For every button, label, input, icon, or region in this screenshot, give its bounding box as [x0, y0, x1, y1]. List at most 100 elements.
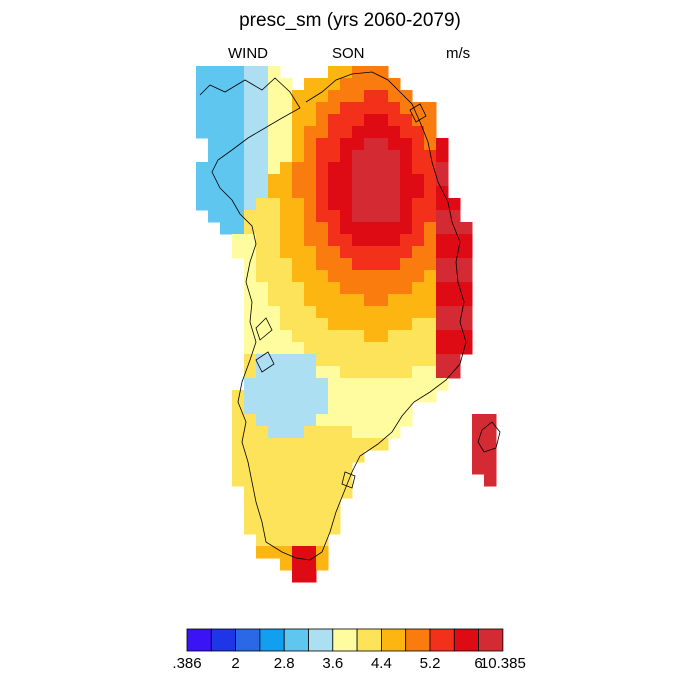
map-cell [424, 318, 437, 331]
map-cell [292, 174, 305, 187]
map-cell [232, 198, 245, 211]
map-cell [280, 258, 293, 271]
map-cell [400, 246, 413, 259]
colorbar-box [380, 628, 407, 652]
map-cell [208, 114, 221, 127]
map-cell [400, 102, 413, 115]
map-cell [352, 90, 365, 103]
map-cell [268, 90, 281, 103]
map-cell [400, 210, 413, 223]
map-cell [304, 486, 317, 499]
map-cell [292, 570, 305, 583]
map-cell [412, 342, 425, 355]
map-cell [292, 186, 305, 199]
map-cell [484, 438, 497, 451]
map-cell [304, 258, 317, 271]
map-cell [328, 294, 341, 307]
map-cell [376, 234, 389, 247]
map-cell [364, 114, 377, 127]
map-cell [328, 258, 341, 271]
map-cell [292, 246, 305, 259]
map-cell [244, 474, 257, 487]
map-cell [352, 330, 365, 343]
map-cell [292, 270, 305, 283]
map-cell [268, 330, 281, 343]
map-cell [364, 78, 377, 91]
map-cell [232, 246, 245, 259]
map-cell [304, 90, 317, 103]
map-cell [232, 186, 245, 199]
map-cell [352, 414, 365, 427]
map-cell [364, 138, 377, 151]
map-cell [400, 282, 413, 295]
map-cell [244, 210, 257, 223]
map-cell [340, 342, 353, 355]
map-cell [256, 294, 269, 307]
map-cell [400, 294, 413, 307]
map-cell [352, 306, 365, 319]
map-cell [328, 474, 341, 487]
map-cell [292, 282, 305, 295]
map-cell [232, 438, 245, 451]
map-cell [364, 150, 377, 163]
units-label: m/s [446, 45, 471, 62]
map-cell [280, 474, 293, 487]
map-cell [292, 402, 305, 415]
map-cell [304, 318, 317, 331]
map-cell [280, 198, 293, 211]
map-cell [292, 294, 305, 307]
map-cell [232, 462, 245, 475]
map-cell [256, 222, 269, 235]
map-cell [244, 174, 257, 187]
map-cell [388, 390, 401, 403]
map-cell [220, 66, 233, 79]
map-cell [340, 474, 353, 487]
map-cell [316, 126, 329, 139]
map-cell [328, 150, 341, 163]
map-cell [400, 222, 413, 235]
map-cell [340, 258, 353, 271]
map-cell [376, 330, 389, 343]
map-cell [292, 234, 305, 247]
map-cell [256, 462, 269, 475]
map-cell [340, 462, 353, 475]
map-cell [388, 234, 401, 247]
map-cell [424, 186, 437, 199]
map-cell [220, 198, 233, 211]
map-cell [196, 66, 209, 79]
map-cell [280, 78, 293, 91]
map-cell [352, 378, 365, 391]
map-cell [412, 222, 425, 235]
map-cell [256, 546, 269, 559]
map-cell [424, 354, 437, 367]
map-cell [268, 138, 281, 151]
map-cell [220, 150, 233, 163]
map-cell [352, 150, 365, 163]
map-cell [412, 162, 425, 175]
map-cell [328, 438, 341, 451]
map-cell [244, 390, 257, 403]
map-cell [244, 438, 257, 451]
map-cell [328, 522, 341, 535]
map-cell [328, 510, 341, 523]
map-cell [388, 330, 401, 343]
map-cell [232, 210, 245, 223]
map-cell [292, 126, 305, 139]
map-cell [244, 294, 257, 307]
map-cell [424, 390, 437, 403]
map-cell [244, 426, 257, 439]
map-cell [292, 342, 305, 355]
colorbar-box [429, 628, 455, 652]
colorbar-box [478, 628, 504, 652]
map-cell [292, 366, 305, 379]
map-cell [340, 306, 353, 319]
map-cell [256, 498, 269, 511]
map-cell [304, 114, 317, 127]
map-cell [376, 438, 389, 451]
map-cell [352, 282, 365, 295]
map-cell [376, 246, 389, 259]
map-cell [220, 162, 233, 175]
map-cell [328, 486, 341, 499]
map-cell [388, 162, 401, 175]
